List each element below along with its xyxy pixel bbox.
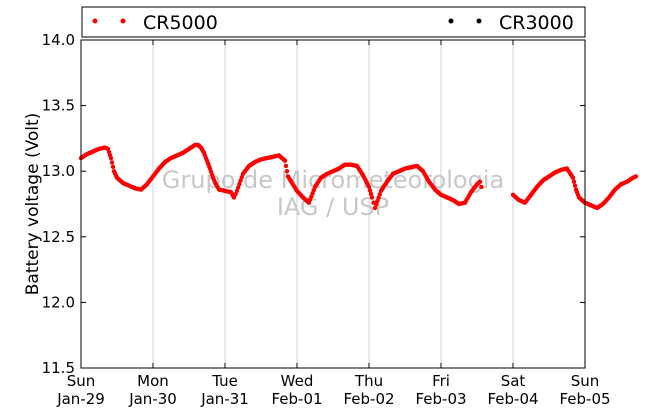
legend: CR5000 CR3000 [81, 6, 586, 38]
data-point [570, 175, 576, 180]
data-point [375, 198, 380, 204]
data-point [238, 178, 243, 183]
data-point [231, 195, 237, 200]
x-tick-label-date: Feb-03 [415, 390, 466, 408]
y-axis: 11.5 12.0 12.5 13.0 13.5 14.0 [42, 31, 585, 377]
x-tick-label-day: Thu [354, 372, 383, 390]
x-tick-label-date: Jan-31 [200, 390, 249, 408]
data-point [234, 188, 240, 194]
x-tick-label-day: Fri [432, 372, 450, 390]
x-tick-label-day: Sun [571, 372, 600, 390]
legend-label-cr3000: CR3000 [499, 12, 574, 34]
data-point [233, 191, 238, 197]
data-point [239, 175, 244, 180]
y-tick-label: 13.5 [42, 97, 75, 115]
plot-area-frame [80, 39, 586, 369]
data-point [372, 205, 378, 211]
data-point [369, 195, 375, 200]
data-point [108, 155, 114, 161]
y-tick-label: 11.5 [42, 359, 75, 377]
legend-marker-cr5000 [120, 18, 126, 24]
legend-frame [81, 6, 586, 38]
x-tick-label-date: Jan-30 [128, 390, 177, 408]
legend-marker-cr3000 [476, 18, 482, 24]
y-axis-label: Battery voltage (Volt) [23, 113, 43, 296]
x-tick-label-date: Feb-01 [271, 390, 322, 408]
data-point [367, 188, 373, 193]
x-tick-label-date: Jan-29 [56, 390, 105, 408]
y-tick-label: 13.0 [42, 162, 75, 180]
data-point [284, 169, 290, 174]
data-point [477, 179, 483, 184]
data-point [237, 181, 242, 187]
x-tick-label-day: Tue [211, 372, 238, 390]
x-tick-label-day: Wed [281, 372, 314, 390]
data-point [368, 191, 374, 197]
data-point [366, 184, 372, 190]
data-point [109, 160, 115, 165]
legend-marker-cr3000 [448, 18, 454, 24]
y-tick-label: 14.0 [42, 31, 75, 49]
x-tick-label-date: Feb-04 [487, 390, 538, 408]
data-point [110, 164, 116, 170]
x-tick-label-date: Feb-02 [343, 390, 394, 408]
legend-label-cr5000: CR5000 [143, 12, 218, 34]
vertical-gridlines [152, 40, 514, 368]
data-point [479, 184, 484, 190]
data-point [572, 183, 578, 188]
y-tick-label: 12.5 [42, 228, 75, 246]
x-axis: SunJan-29MonJan-30TueJan-31WedFeb-01ThuF… [56, 40, 611, 408]
data-points [78, 142, 639, 211]
data-point [633, 174, 639, 179]
data-point [377, 192, 382, 197]
x-tick-label-day: Sat [501, 372, 526, 390]
x-tick-label-date: Feb-05 [559, 390, 610, 408]
x-tick-label-day: Mon [137, 372, 169, 390]
data-point [374, 202, 379, 207]
data-point [376, 195, 381, 200]
x-tick-label-day: Sun [67, 372, 96, 390]
legend-marker-cr5000 [92, 18, 98, 24]
data-point [282, 158, 288, 163]
data-point [283, 163, 289, 169]
data-point [571, 179, 577, 184]
data-point [236, 185, 241, 190]
y-tick-label: 12.0 [42, 293, 75, 311]
